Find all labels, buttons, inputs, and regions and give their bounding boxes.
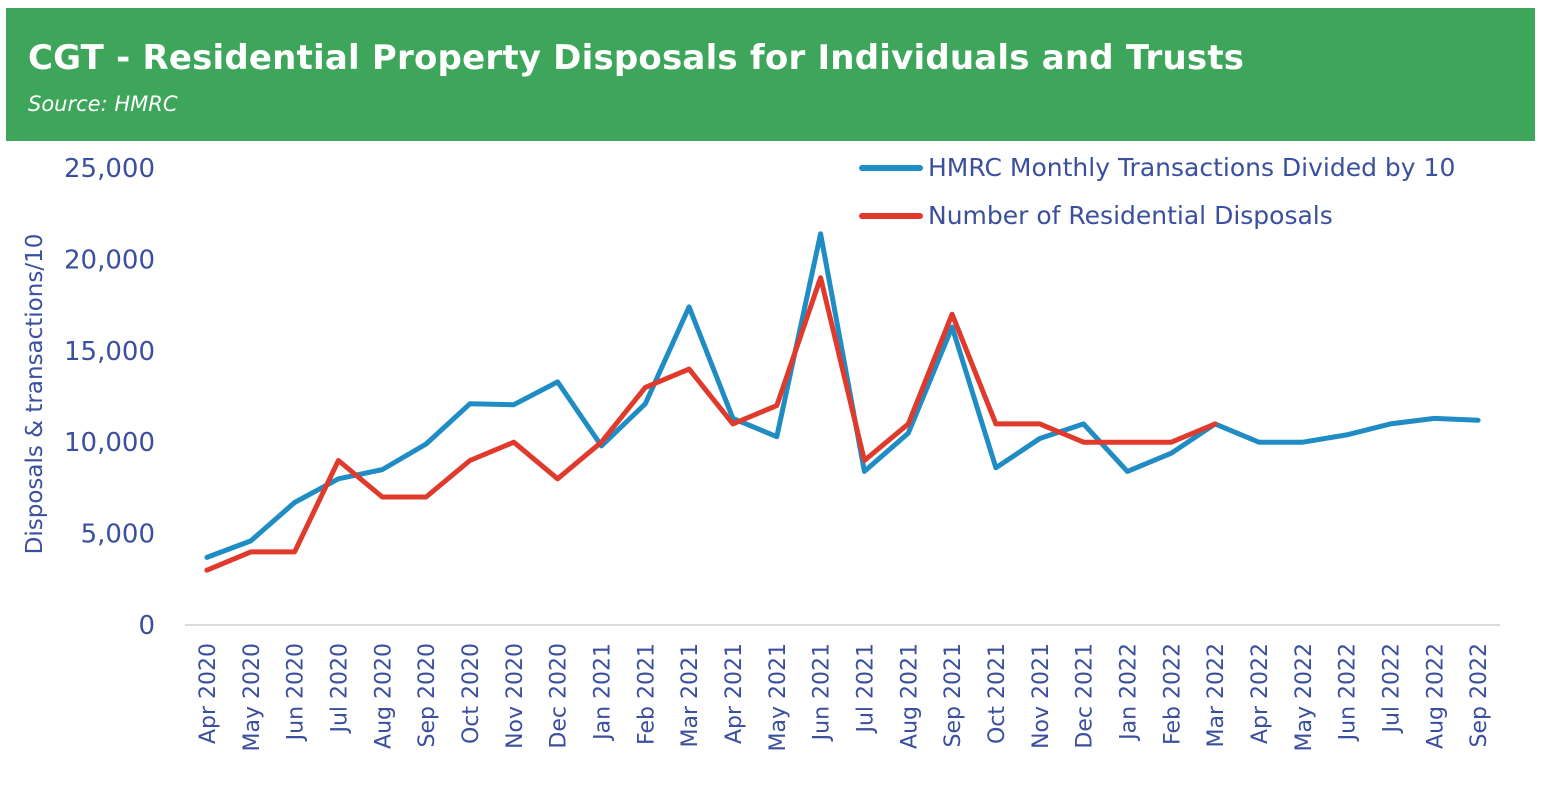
y-tick-label: 20,000 <box>64 245 155 275</box>
x-tick-label: Apr 2020 <box>196 643 221 744</box>
x-tick-label: Jun 2020 <box>284 643 309 742</box>
x-tick-label: Apr 2022 <box>1248 643 1273 744</box>
y-axis-title: Disposals & transactions/10 <box>22 234 48 555</box>
x-tick-label: Dec 2020 <box>547 643 572 749</box>
x-tick-label: Jan 2021 <box>590 643 615 742</box>
x-tick-label: Dec 2021 <box>1073 643 1098 749</box>
legend: HMRC Monthly Transactions Divided by 10 … <box>859 153 1455 230</box>
x-tick-label: Jun 2022 <box>1336 643 1361 742</box>
series-layer <box>204 231 1481 573</box>
x-tick-label: Jul 2022 <box>1379 643 1404 735</box>
y-tick-label: 25,000 <box>64 154 155 184</box>
x-tick-label: Jun 2021 <box>810 643 835 742</box>
x-tick-label: Feb 2022 <box>1160 643 1185 745</box>
series-line-disposals <box>204 275 1218 573</box>
x-tick-label: Aug 2020 <box>371 643 396 749</box>
legend-label-transactions: HMRC Monthly Transactions Divided by 10 <box>928 153 1455 182</box>
y-tick-label: 10,000 <box>64 428 155 458</box>
x-tick-label: Jan 2022 <box>1116 643 1141 742</box>
x-tick-label: May 2022 <box>1292 643 1317 751</box>
x-tick-label: Mar 2021 <box>678 643 703 748</box>
y-tick-label: 5,000 <box>81 520 155 550</box>
x-tick-label: Jul 2021 <box>853 643 878 735</box>
chart-header: CGT - Residential Property Disposals for… <box>6 8 1535 141</box>
x-tick-label: Aug 2022 <box>1423 643 1448 749</box>
x-tick-label: Sep 2021 <box>941 643 966 747</box>
x-tick-label: Apr 2021 <box>722 643 747 744</box>
x-tick-label: Mar 2022 <box>1204 643 1229 748</box>
x-axis-ticks: Apr 2020 May 2020 Jun 2020 Jul 2020 Aug 2020… <box>196 643 1492 751</box>
chart-subtitle: Source: HMRC <box>28 92 178 116</box>
x-tick-label: May 2020 <box>240 643 265 751</box>
y-axis-ticks: 0 5,000 10,000 15,000 20,000 25,000 <box>64 154 155 641</box>
legend-label-disposals: Number of Residential Disposals <box>928 201 1333 230</box>
x-tick-label: Nov 2020 <box>503 643 528 749</box>
x-tick-label: Aug 2021 <box>897 643 922 749</box>
x-tick-label: Oct 2020 <box>459 643 484 744</box>
x-tick-label: Feb 2021 <box>634 643 659 745</box>
x-tick-label: Sep 2022 <box>1467 643 1492 747</box>
y-tick-label: 15,000 <box>64 337 155 367</box>
x-tick-label: May 2021 <box>766 643 791 751</box>
x-tick-label: Nov 2021 <box>1029 643 1054 749</box>
x-tick-label: Sep 2020 <box>415 643 440 747</box>
x-tick-label: Oct 2021 <box>985 643 1010 744</box>
series-line-transactions <box>204 231 1481 560</box>
y-tick-label: 0 <box>138 611 155 641</box>
chart-title: CGT - Residential Property Disposals for… <box>28 38 1245 78</box>
x-tick-label: Jul 2020 <box>327 643 352 735</box>
